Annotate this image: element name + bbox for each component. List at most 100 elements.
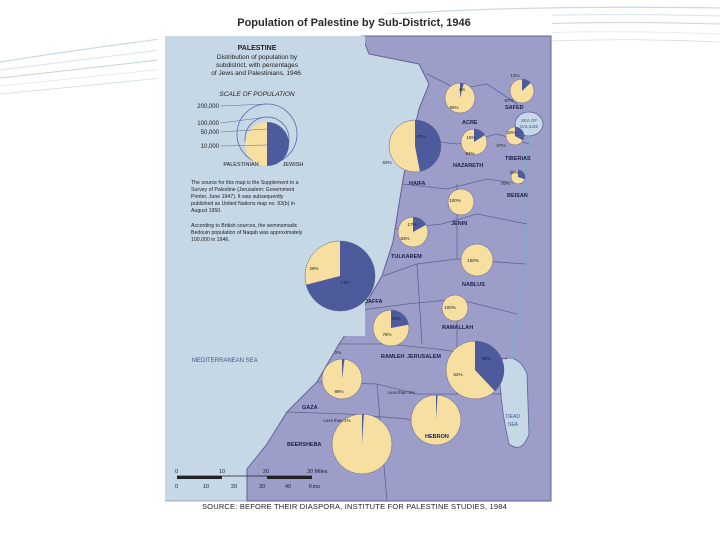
jewish-legend-label: JEWISH bbox=[283, 162, 304, 168]
kms-40: 40 bbox=[285, 484, 291, 490]
palestinian-legend-label: PALESTINIAN bbox=[223, 162, 258, 168]
tulkarem-percent-label-0: 17% bbox=[407, 222, 416, 227]
note1-line-4: published as United Nations map no. 93(b… bbox=[191, 201, 295, 207]
nazareth-pie-jewish bbox=[474, 129, 485, 142]
tulkarem-percent-label-1: 83% bbox=[400, 236, 409, 241]
acre-percent-label-1: 96% bbox=[449, 105, 458, 110]
scale-bar: 0 10 20 30 Miles 0 10 20 30 40 Kms bbox=[175, 469, 328, 490]
kms-10: 10 bbox=[203, 484, 209, 490]
district-pies: SAFED 13% 87% ACRE 4% 96% TIBERIAS 33% 67% HAIFA 4… bbox=[287, 73, 535, 475]
legend-line-2: subdistrict, with percentages bbox=[216, 62, 299, 69]
nablus-pie-palestinian bbox=[460, 243, 494, 277]
hebron-pie-jewish bbox=[436, 395, 438, 420]
safed-percent-label-1: 87% bbox=[504, 98, 513, 103]
dead-sea bbox=[499, 357, 530, 448]
source-caption: SOURCE: BEFORE THEIR DIASPORA, INSTITUTE… bbox=[201, 502, 508, 511]
note1-line-1: The source for this map is the Supplemen… bbox=[191, 180, 299, 186]
tulkarem-district-label: TULKAREM bbox=[391, 254, 422, 260]
scale-value-50000: 50,000 bbox=[201, 130, 220, 136]
ramallah-pie-palestinian bbox=[441, 294, 469, 322]
kms-label: Kms bbox=[309, 484, 320, 490]
dead-sea-label-2: SEA bbox=[508, 422, 519, 428]
tiberias-percent-label-0: 33% bbox=[506, 130, 515, 135]
map-figure: Population of Palestine by Sub-District,… bbox=[157, 14, 552, 516]
dead-sea-label-1: DEAD bbox=[506, 414, 520, 420]
nazareth-district-label: NAZARETH bbox=[453, 163, 483, 169]
miles-0: 0 bbox=[175, 469, 178, 475]
safed-district-label: SAFED bbox=[505, 105, 524, 111]
acre-district-label: ACRE bbox=[462, 120, 478, 126]
note2-line-2: Bedouin population of Naqab was approxim… bbox=[191, 230, 303, 236]
hebron-district-label: HEBRON bbox=[425, 434, 449, 440]
safed-percent-label-0: 13% bbox=[510, 73, 519, 78]
haifa-percent-label-0: 47% bbox=[416, 134, 425, 139]
sea-of-galilee-label-2: GALILEE bbox=[520, 124, 539, 129]
ramleh-percent-label-1: 78% bbox=[382, 332, 391, 337]
jerusalem-percent-label-0: 38% bbox=[481, 356, 490, 361]
jerusalem-percent-label-1: 62% bbox=[453, 372, 462, 377]
sea-of-galilee-label-1: SEA OF bbox=[521, 118, 538, 123]
ramallah-percent-label-0: 100% bbox=[444, 305, 456, 310]
haifa-percent-label-1: 53% bbox=[382, 160, 391, 165]
nablus-percent-label-0: 100% bbox=[467, 258, 479, 263]
scale-half-jewish bbox=[267, 122, 289, 166]
jerusalem-district-label: JERUSALEM bbox=[407, 354, 441, 360]
ramleh-pie-jewish bbox=[391, 310, 409, 328]
miles-10: 10 bbox=[219, 469, 225, 475]
jaffa-percent-label-1: 71% bbox=[340, 280, 349, 285]
nazareth-percent-label-0: 16% bbox=[466, 135, 475, 140]
scale-value-10000: 10,000 bbox=[201, 144, 220, 150]
acre-percent-label-0: 4% bbox=[459, 87, 466, 92]
jenin-district-label: JENIN bbox=[451, 221, 467, 227]
scale-title: SCALE OF POPULATION bbox=[219, 91, 295, 98]
haifa-pie-jewish bbox=[415, 120, 441, 172]
jaffa-district-label: JAFFA bbox=[365, 299, 382, 305]
jordan-river bbox=[511, 135, 530, 360]
beersheba-district-label: BEERSHEBA bbox=[287, 442, 322, 448]
tiberias-pie-jewish bbox=[515, 127, 524, 141]
tiberias-percent-label-1: 67% bbox=[496, 143, 505, 148]
gaza-pie-jewish bbox=[342, 359, 345, 379]
beersheba-percent-label-0: Less than 1% bbox=[323, 418, 350, 423]
gaza-percent-label-0: 2% bbox=[335, 350, 342, 355]
ramleh-percent-label-0: 22% bbox=[391, 316, 400, 321]
beisan-pie-jewish bbox=[518, 170, 525, 180]
kms-30: 30 bbox=[259, 484, 265, 490]
legend-line-1: Distribution of population by bbox=[217, 54, 298, 61]
legend-heading: PALESTINE bbox=[238, 45, 277, 52]
note1-line-2: Survey of Palestine (Jerusalem: Governme… bbox=[191, 187, 295, 193]
jaffa-pie-jewish bbox=[306, 241, 376, 311]
note2-line-3: 100,000 in 1946. bbox=[191, 237, 230, 243]
gaza-district-label: GAZA bbox=[302, 405, 318, 411]
jaffa-percent-label-0: 29% bbox=[309, 266, 318, 271]
beersheba-pie-jewish bbox=[362, 414, 364, 444]
map-title: Population of Palestine by Sub-District,… bbox=[237, 17, 471, 29]
ramallah-district-label: RAMALLAH bbox=[442, 325, 473, 331]
palestine-map: Population of Palestine by Sub-District,… bbox=[165, 17, 552, 502]
ramleh-district-label: RAMLEH bbox=[381, 354, 405, 360]
tulkarem-pie-jewish bbox=[413, 217, 427, 232]
miles-20: 20 bbox=[263, 469, 269, 475]
legend-line-3: of Jews and Palestinians, 1946. bbox=[211, 70, 303, 77]
hebron-percent-label-0: Less than 1% bbox=[387, 390, 414, 395]
beisan-percent-label-1: 70% bbox=[500, 181, 509, 186]
jenin-pie-palestinian bbox=[447, 188, 475, 216]
nazareth-percent-label-1: 84% bbox=[465, 151, 474, 156]
kms-20: 20 bbox=[231, 484, 237, 490]
mediterranean-sea-label: MEDITERRANEAN SEA bbox=[192, 358, 258, 364]
gaza-percent-label-1: 98% bbox=[334, 389, 343, 394]
beisan-percent-label-0: 30% bbox=[509, 170, 518, 175]
miles-30: 30 Miles bbox=[307, 469, 328, 475]
scale-value-100000: 100,000 bbox=[197, 121, 219, 127]
haifa-district-label: HAIFA bbox=[409, 181, 426, 187]
beisan-district-label: BEISAN bbox=[507, 193, 528, 199]
note1-line-5: August 1950. bbox=[191, 208, 222, 214]
scale-value-200000: 200,000 bbox=[197, 104, 219, 110]
tiberias-district-label: TIBERIAS bbox=[505, 156, 531, 162]
note2-line-1: According to British sources, the semino… bbox=[191, 223, 298, 229]
acre-pie-jewish bbox=[460, 83, 464, 98]
scale-half-palestinian bbox=[245, 122, 267, 166]
jerusalem-pie-jewish bbox=[475, 341, 504, 392]
nablus-district-label: NABLUS bbox=[462, 282, 485, 288]
kms-0: 0 bbox=[175, 484, 178, 490]
